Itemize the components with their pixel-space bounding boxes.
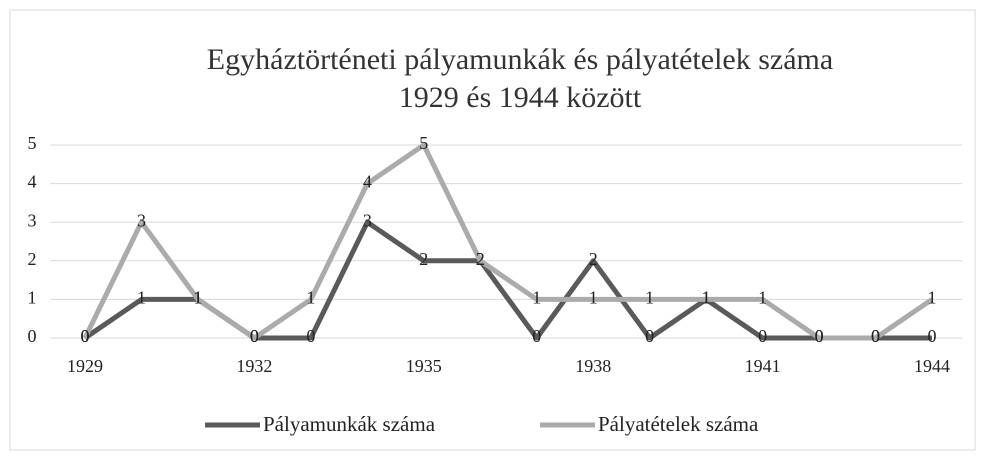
data-label: 3 <box>137 210 146 230</box>
data-label: 1 <box>645 288 654 308</box>
data-label: 1 <box>758 288 767 308</box>
data-label: 1 <box>702 288 711 308</box>
y-tick-label: 2 <box>28 249 37 269</box>
x-tick-label: 1932 <box>236 356 272 376</box>
x-tick-label: 1929 <box>67 356 103 376</box>
legend-label: Pályatételek száma <box>598 412 759 436</box>
x-tick-label: 1941 <box>745 356 781 376</box>
data-label: 2 <box>589 249 598 269</box>
y-tick-label: 5 <box>28 133 37 153</box>
data-label: 1 <box>589 288 598 308</box>
data-label: 0 <box>758 326 767 346</box>
y-tick-label: 3 <box>28 210 37 230</box>
data-label: 4 <box>363 172 372 192</box>
x-tick-label: 1935 <box>406 356 442 376</box>
data-label: 0 <box>815 326 824 346</box>
data-label: 0 <box>306 326 315 346</box>
data-label: 3 <box>363 210 372 230</box>
data-label: 1 <box>137 288 146 308</box>
chart-title: Egyháztörténeti pályamunkák és pályatéte… <box>207 43 833 76</box>
data-label: 2 <box>476 249 485 269</box>
data-label: 1 <box>193 288 202 308</box>
y-tick-label: 0 <box>28 326 37 346</box>
y-tick-label: 1 <box>28 288 37 308</box>
x-tick-label: 1938 <box>575 356 611 376</box>
data-label: 5 <box>419 133 428 153</box>
data-label: 0 <box>871 326 880 346</box>
series-line <box>82 142 934 341</box>
data-label: 0 <box>871 326 880 346</box>
legend-label: Pályamunkák száma <box>263 412 436 436</box>
data-label: 1 <box>928 288 937 308</box>
data-label: 0 <box>81 326 90 346</box>
data-label: 1 <box>532 288 541 308</box>
data-label: 1 <box>193 288 202 308</box>
x-tick-label: 1944 <box>914 356 950 376</box>
data-label: 0 <box>532 326 541 346</box>
chart-subtitle: 1929 és 1944 között <box>399 81 642 114</box>
chart-border <box>9 9 976 451</box>
data-label: 0 <box>815 326 824 346</box>
data-label: 2 <box>476 249 485 269</box>
data-label: 0 <box>645 326 654 346</box>
data-label: 0 <box>928 326 937 346</box>
y-tick-label: 4 <box>28 172 37 192</box>
data-label: 0 <box>81 326 90 346</box>
data-label: 1 <box>306 288 315 308</box>
data-label: 2 <box>419 249 428 269</box>
data-label: 0 <box>250 326 259 346</box>
data-label: 0 <box>250 326 259 346</box>
data-label: 1 <box>702 288 711 308</box>
